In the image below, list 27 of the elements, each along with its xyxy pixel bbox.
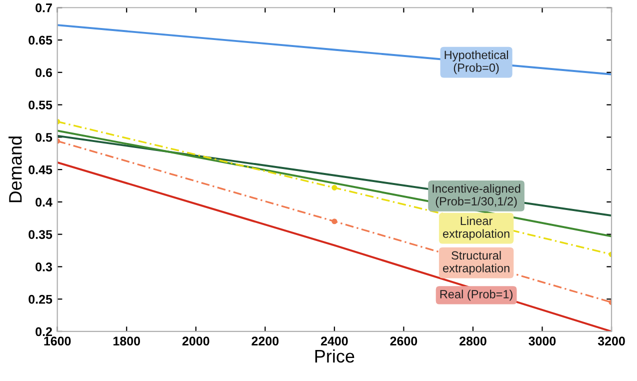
x-tick-label: 2000 bbox=[182, 336, 210, 346]
y-tick-label: 0.55 bbox=[28, 100, 52, 110]
y-tick-label: 0.6 bbox=[36, 68, 52, 78]
x-axis-title: Price bbox=[315, 349, 354, 363]
x-tick-label: 3200 bbox=[598, 336, 625, 346]
x-tick-label: 1600 bbox=[44, 336, 71, 346]
y-tick-label: 0.5 bbox=[36, 132, 52, 142]
y-tick-label: 0.2 bbox=[36, 327, 52, 336]
x-tick-label: 2400 bbox=[320, 336, 348, 346]
x-tick-label: 2800 bbox=[460, 336, 486, 346]
y-tick-label: 0.4 bbox=[36, 198, 52, 207]
y-tick-label: 0.65 bbox=[28, 36, 52, 45]
series-label: Hypothetical (Prob=0) bbox=[444, 50, 508, 74]
y-tick-label: 0.35 bbox=[28, 230, 52, 239]
x-tick-label: 2600 bbox=[390, 336, 418, 346]
y-axis-title: Demand bbox=[8, 136, 22, 202]
x-tick-label: 3000 bbox=[528, 336, 556, 346]
y-tick-label: 0.45 bbox=[28, 165, 52, 174]
y-tick-label: 0.3 bbox=[36, 262, 52, 272]
x-tick-label: 2200 bbox=[252, 336, 279, 346]
series-label: Structural extrapolation bbox=[443, 250, 510, 275]
series-label: Incentive-aligned (Prob=1/30,1/2) bbox=[432, 184, 520, 208]
y-tick-label: 0.25 bbox=[28, 294, 52, 304]
x-tick-label: 1800 bbox=[113, 336, 140, 346]
series-label: Linear extrapolation bbox=[443, 216, 510, 240]
y-tick-label: 0.7 bbox=[36, 3, 52, 12]
series-label: Real (Prob=1) bbox=[440, 290, 512, 301]
